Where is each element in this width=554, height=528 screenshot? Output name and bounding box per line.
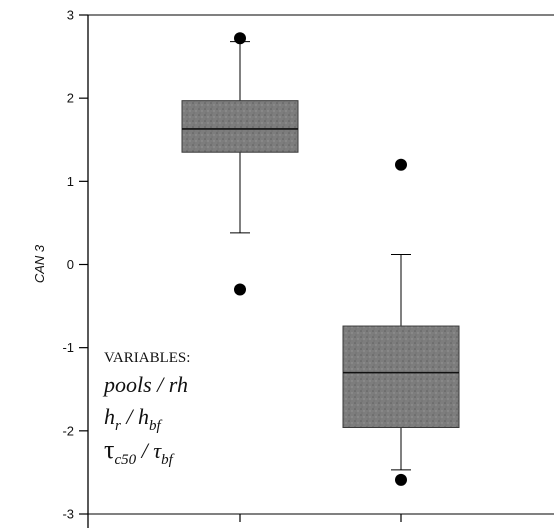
annotation-line-2-sub: r: [115, 418, 121, 434]
annotation-line-3-sub2: bf: [161, 452, 175, 468]
plot-frame: [87, 14, 554, 528]
y-axis: 3 2 1 0 -1 -2 -3: [62, 8, 88, 522]
outlier-point-0: [395, 158, 407, 171]
y-tick-label-1: 2: [67, 91, 74, 106]
annotation-heading: VARIABLES:: [104, 350, 190, 366]
box-body: [342, 325, 460, 429]
annotation-line-2-sep: / h: [121, 404, 149, 429]
y-tick-label-4: -1: [62, 340, 74, 355]
outlier-point-0: [234, 32, 246, 45]
outlier-point-1: [234, 283, 246, 296]
y-tick-label-3: 0: [67, 257, 74, 272]
y-axis-title: CAN 3: [32, 244, 47, 283]
y-tick-label-0: 3: [67, 8, 74, 23]
annotation-line-3-sep: / τ: [136, 438, 162, 463]
x-tick-label-0: D: [235, 526, 244, 528]
annotation-line-3-main: τ: [104, 435, 114, 464]
box-D: [181, 32, 299, 296]
box-body: [181, 100, 299, 153]
box-U: [342, 158, 460, 486]
annotation-line-1: pools / rh: [102, 372, 188, 397]
y-tick-label-6: -3: [62, 507, 74, 522]
outlier-point-1: [395, 473, 407, 486]
x-tick-label-1: U: [396, 526, 405, 528]
annotation-line-2: hr / hbf: [104, 404, 162, 434]
annotation-line-3: τc50 / τbf: [104, 435, 175, 468]
annotation-line-3-sub: c50: [114, 452, 136, 468]
y-tick-label-5: -2: [62, 423, 74, 438]
annotation-line-2-main: h: [104, 404, 115, 429]
annotation-line-2-sub2: bf: [149, 418, 163, 434]
x-axis: DU: [235, 514, 406, 528]
box-series: [181, 32, 460, 486]
y-tick-label-2: 1: [67, 174, 74, 189]
variables-annotation: VARIABLES: pools / rh hr / hbf τc50 / τb…: [102, 350, 190, 468]
